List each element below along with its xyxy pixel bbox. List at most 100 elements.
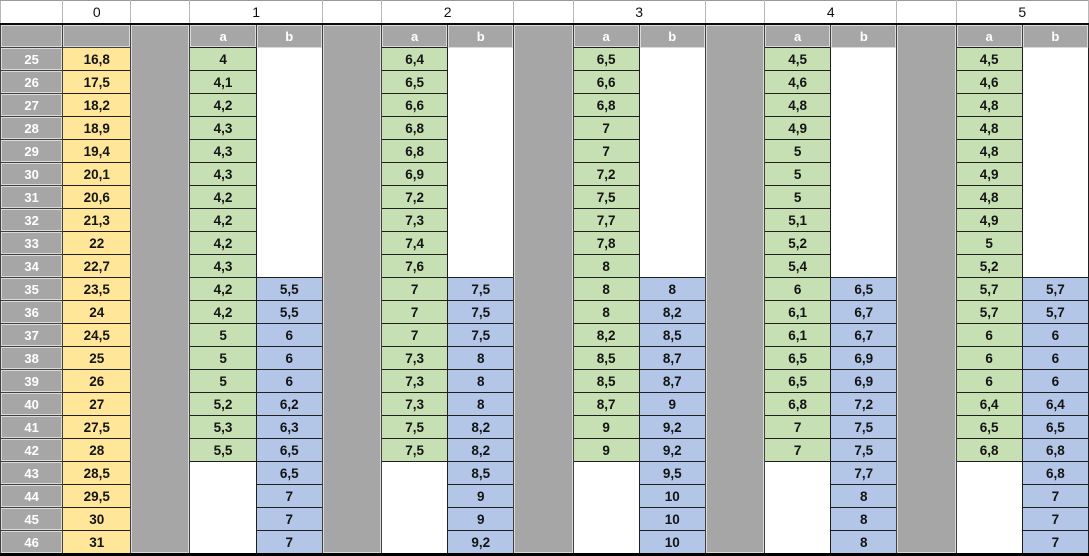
- value-cell-a[interactable]: 6,6: [380, 93, 449, 117]
- value-cell-a[interactable]: 4,8: [955, 185, 1023, 209]
- subheader-b-5[interactable]: b: [1021, 23, 1089, 48]
- value-cell-b[interactable]: 9,2: [638, 438, 706, 462]
- value-cell-a[interactable]: 7,5: [380, 438, 449, 462]
- row-header[interactable]: 37: [0, 323, 64, 347]
- value-cell-a[interactable]: 4,3: [189, 139, 257, 163]
- value-cell-a[interactable]: 7,2: [572, 162, 640, 186]
- value-cell-a[interactable]: 5: [955, 231, 1023, 255]
- value-cell-b[interactable]: 6,5: [255, 438, 323, 462]
- value-cell-a[interactable]: 5,2: [189, 392, 257, 416]
- value-cell-b[interactable]: 9: [447, 484, 515, 508]
- value-cell-a[interactable]: 8: [572, 254, 640, 278]
- value-cell-b[interactable]: 5,5: [255, 300, 323, 324]
- value-cell-b[interactable]: 10: [638, 530, 706, 555]
- value-cell-b[interactable]: 8,7: [638, 369, 706, 393]
- value-cell-a[interactable]: 4,8: [955, 93, 1023, 117]
- row-header[interactable]: 43: [0, 461, 64, 485]
- value-cell-b[interactable]: 8: [447, 369, 515, 393]
- value-cell-a[interactable]: 6,1: [764, 300, 832, 324]
- subheader-a-5[interactable]: a: [955, 23, 1023, 48]
- value-cell-a[interactable]: 7: [572, 116, 640, 140]
- value-cell-a[interactable]: 4,9: [955, 208, 1023, 232]
- value-cell-a[interactable]: 4,5: [764, 47, 832, 71]
- value-cell-a[interactable]: 6,8: [380, 139, 449, 163]
- value-cell-a[interactable]: 4,6: [955, 70, 1023, 94]
- empty-cell-a[interactable]: [764, 461, 831, 555]
- value-cell-b[interactable]: 5,7: [1021, 300, 1089, 324]
- subheader-a-1[interactable]: a: [189, 23, 257, 48]
- column-header-0[interactable]: 0: [62, 0, 132, 25]
- value-cell-a[interactable]: 5,7: [955, 300, 1023, 324]
- value-cell-a[interactable]: 6,4: [955, 392, 1023, 416]
- subheader-a-4[interactable]: a: [764, 23, 832, 48]
- value-cell-a[interactable]: 5,4: [764, 254, 832, 278]
- empty-cell-a[interactable]: [956, 461, 1023, 555]
- value-cell-a[interactable]: 4,8: [955, 116, 1023, 140]
- value-cell-a[interactable]: 7,5: [572, 185, 640, 209]
- value-cell-a[interactable]: 6,1: [764, 323, 832, 347]
- value-cell-col0[interactable]: 25: [62, 346, 132, 370]
- value-cell-a[interactable]: 6: [955, 346, 1023, 370]
- value-cell-a[interactable]: 6,5: [764, 346, 832, 370]
- value-cell-b[interactable]: 5,7: [1021, 277, 1089, 301]
- value-cell-b[interactable]: 7: [255, 507, 323, 531]
- value-cell-a[interactable]: 8,5: [572, 346, 640, 370]
- value-cell-col0[interactable]: 20,6: [62, 185, 132, 209]
- value-cell-b[interactable]: 6,5: [255, 461, 323, 485]
- value-cell-col0[interactable]: 17,5: [62, 70, 132, 94]
- value-cell-b[interactable]: 9,5: [638, 461, 706, 485]
- value-cell-col0[interactable]: 24: [62, 300, 132, 324]
- value-cell-a[interactable]: 8,7: [572, 392, 640, 416]
- value-cell-a[interactable]: 6: [764, 277, 832, 301]
- column-header-1[interactable]: 1: [189, 0, 323, 25]
- value-cell-a[interactable]: 4,3: [189, 162, 257, 186]
- row-header[interactable]: 29: [0, 139, 64, 163]
- empty-cell-a[interactable]: [189, 461, 257, 555]
- row-header[interactable]: 41: [0, 415, 64, 439]
- value-cell-b[interactable]: 7,7: [830, 461, 898, 485]
- value-cell-col0[interactable]: 18,9: [62, 116, 132, 140]
- value-cell-col0[interactable]: 23,5: [62, 277, 132, 301]
- value-cell-b[interactable]: 7: [255, 530, 323, 555]
- value-cell-b[interactable]: 6,3: [255, 415, 323, 439]
- value-cell-col0[interactable]: 22,7: [62, 254, 132, 278]
- value-cell-b[interactable]: 6: [255, 323, 323, 347]
- value-cell-b[interactable]: 8: [638, 277, 706, 301]
- value-cell-a[interactable]: 6,8: [764, 392, 832, 416]
- subheader-b-2[interactable]: b: [447, 23, 515, 48]
- value-cell-a[interactable]: 8,2: [572, 323, 640, 347]
- value-cell-a[interactable]: 4,2: [189, 300, 257, 324]
- value-cell-b[interactable]: 8: [447, 346, 515, 370]
- value-cell-a[interactable]: 4,3: [189, 116, 257, 140]
- value-cell-a[interactable]: 4: [189, 47, 257, 71]
- value-cell-a[interactable]: 4,5: [955, 47, 1023, 71]
- value-cell-a[interactable]: 7: [764, 415, 832, 439]
- value-cell-b[interactable]: 7,5: [447, 300, 515, 324]
- value-cell-b[interactable]: 6: [1021, 369, 1089, 393]
- value-cell-a[interactable]: 9: [572, 415, 640, 439]
- value-cell-b[interactable]: 7: [1021, 530, 1089, 555]
- value-cell-b[interactable]: 10: [638, 484, 706, 508]
- value-cell-col0[interactable]: 18,2: [62, 93, 132, 117]
- value-cell-a[interactable]: 4,8: [764, 93, 832, 117]
- subheader-a-2[interactable]: a: [380, 23, 449, 48]
- value-cell-a[interactable]: 4,8: [955, 139, 1023, 163]
- value-cell-b[interactable]: 6,8: [1021, 461, 1089, 485]
- value-cell-b[interactable]: 6,9: [830, 369, 898, 393]
- value-cell-a[interactable]: 6,8: [955, 438, 1023, 462]
- value-cell-a[interactable]: 7,3: [380, 208, 449, 232]
- value-cell-a[interactable]: 6,8: [572, 93, 640, 117]
- value-cell-a[interactable]: 4,2: [189, 231, 257, 255]
- row-header[interactable]: 33: [0, 231, 64, 255]
- value-cell-b[interactable]: 6,9: [830, 346, 898, 370]
- row-header[interactable]: 34: [0, 254, 64, 278]
- subheader-b-1[interactable]: b: [255, 23, 323, 48]
- row-header[interactable]: 35: [0, 277, 64, 301]
- value-cell-b[interactable]: 6: [255, 346, 323, 370]
- value-cell-a[interactable]: 8: [572, 277, 640, 301]
- value-cell-a[interactable]: 7,6: [380, 254, 449, 278]
- empty-cell-b[interactable]: [830, 47, 897, 278]
- empty-cell-b[interactable]: [639, 47, 706, 278]
- value-cell-col0[interactable]: 16,8: [62, 47, 132, 71]
- value-cell-a[interactable]: 5,2: [955, 254, 1023, 278]
